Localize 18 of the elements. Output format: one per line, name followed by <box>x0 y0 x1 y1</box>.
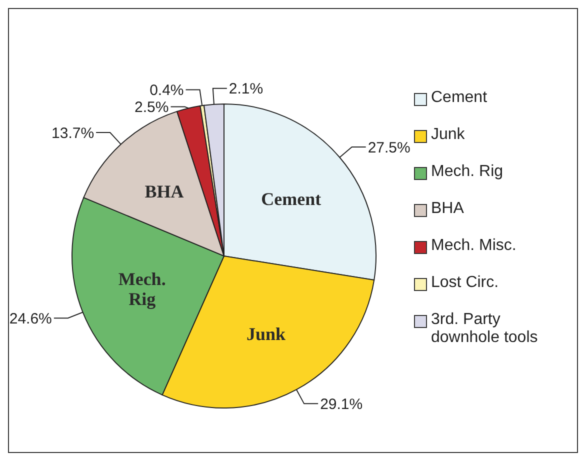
legend-label: Cement <box>431 89 488 107</box>
data-label: 0.4% <box>150 82 184 100</box>
legend-label: Mech. Rig <box>431 163 504 181</box>
slice-label: Mech. Rig <box>118 269 166 309</box>
legend-label: Lost Circ. <box>431 274 499 292</box>
data-label: 24.6% <box>9 310 52 328</box>
data-label: 2.5% <box>134 99 169 116</box>
legend-label: 3rd. Party downhole tools <box>431 311 539 347</box>
data-label: 13.7% <box>52 124 94 142</box>
slice-label: Cement <box>261 189 322 210</box>
legend-label: Mech. Misc. <box>431 237 516 255</box>
data-label: 27.5% <box>368 139 410 156</box>
slice-label: BHA <box>144 182 184 202</box>
slice-label: Junk <box>246 324 286 344</box>
legend-label: Junk <box>431 126 465 144</box>
data-label: 2.1% <box>228 80 264 98</box>
data-label: 29.1% <box>320 396 363 413</box>
legend-label: BHA <box>431 200 464 218</box>
